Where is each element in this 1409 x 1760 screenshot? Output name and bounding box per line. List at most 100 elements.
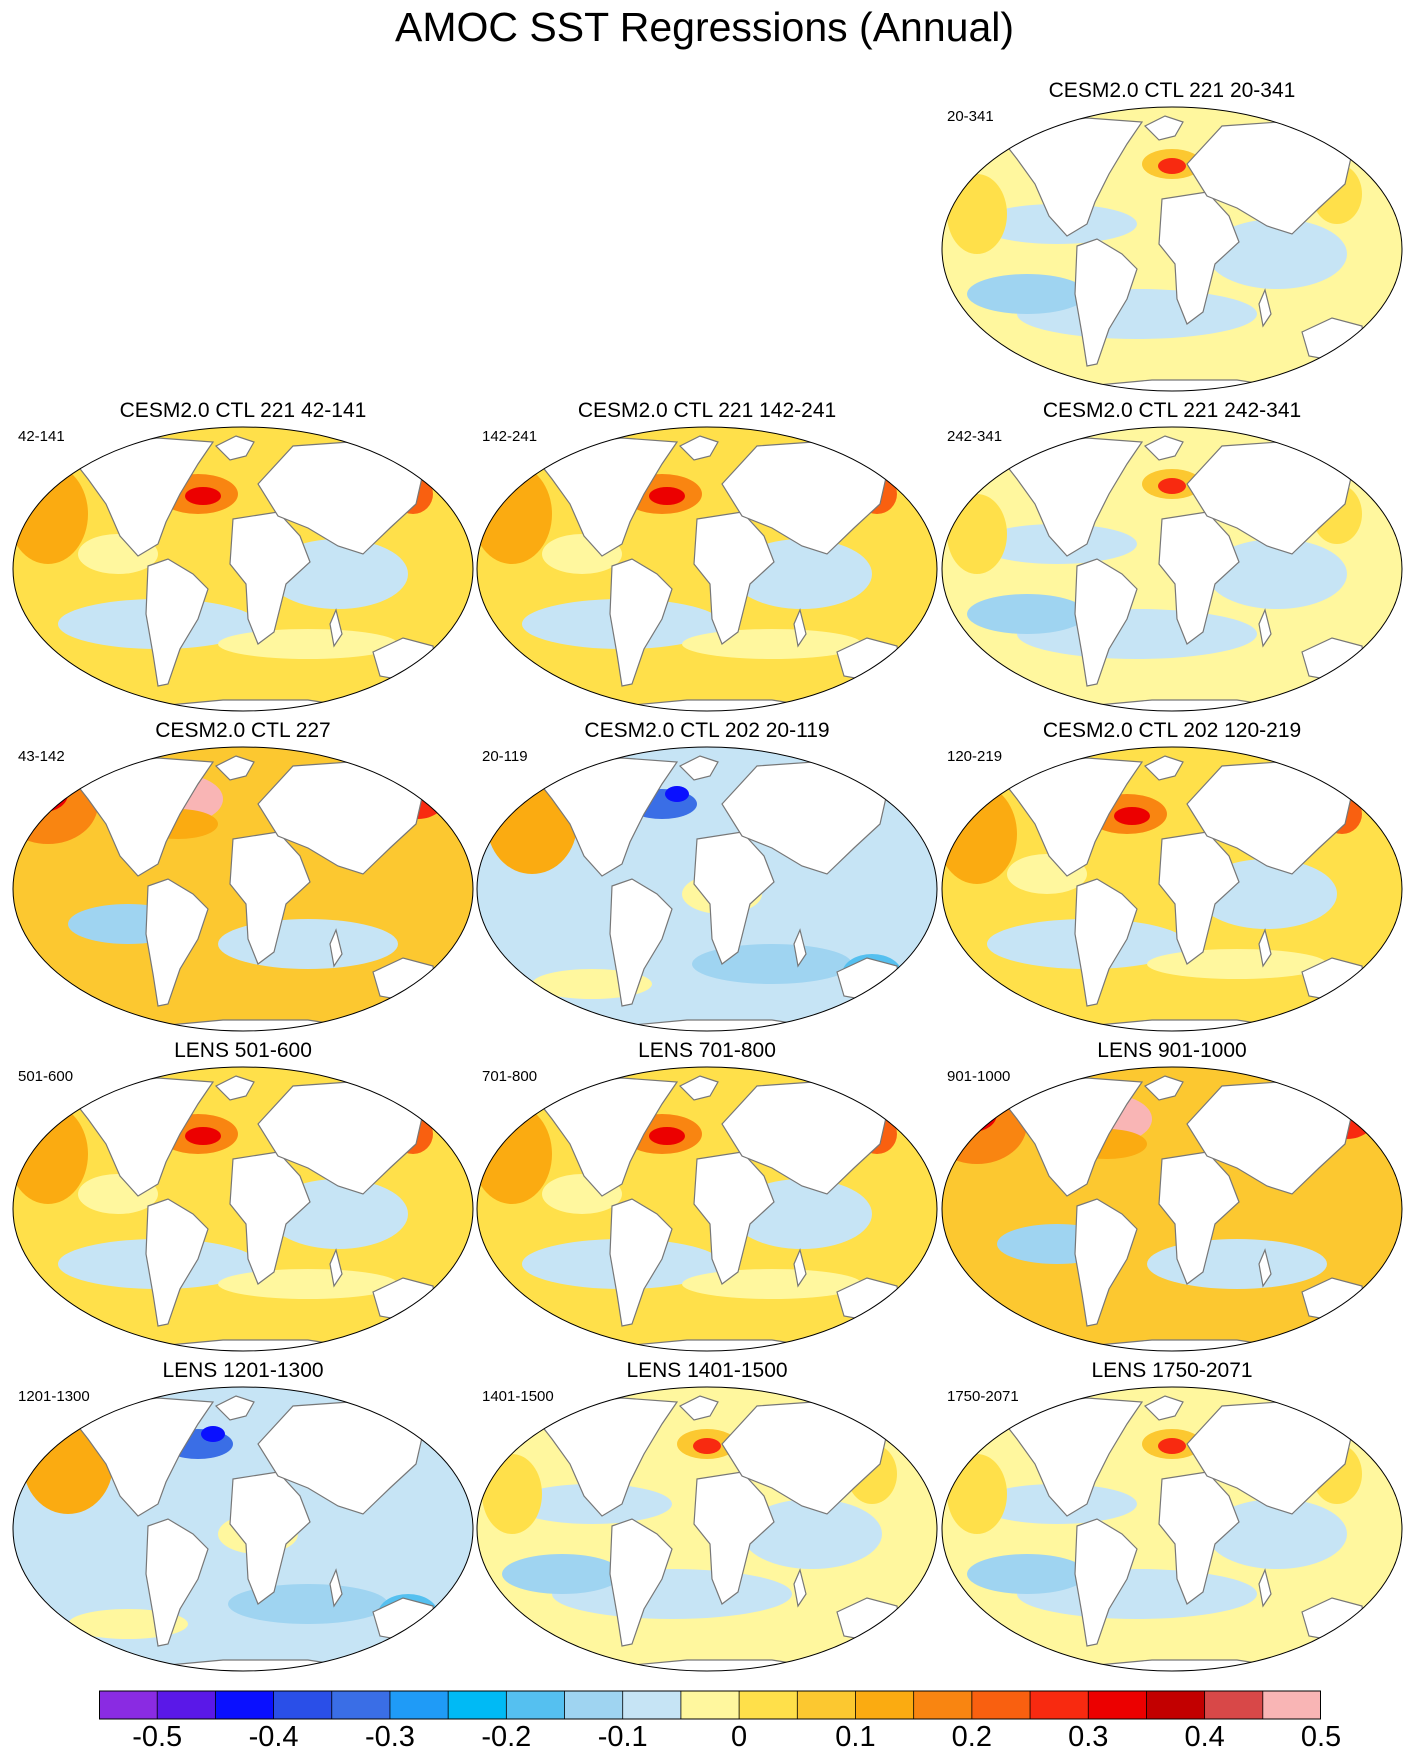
world-map [941,1066,1403,1352]
sst-anomaly-region [947,1454,1007,1534]
map-border [941,746,1403,1032]
sst-anomaly-region [477,464,552,564]
world-map [941,426,1403,712]
figure-title: AMOC SST Regressions (Annual) [394,4,1015,50]
landmass [1258,608,1272,648]
colorbar-swatch [273,1691,333,1719]
landmass [214,1075,255,1101]
map-panel: LENS 701-800 701-800 [472,1038,942,1358]
world-map [476,1066,938,1352]
landmass [1143,755,1184,781]
sst-anomaly-region [1147,1239,1327,1289]
landmass [678,755,719,781]
sst-anomaly-region [477,1104,552,1204]
landmass [1258,288,1272,328]
map-panel: LENS 1201-1300 1201-1300 [8,1358,478,1678]
map-panel: CESM2.0 CTL 221 42-141 42-141 [8,398,478,718]
colorbar-swatch [448,1691,507,1719]
sst-anomaly-region [201,1426,225,1442]
sst-anomaly-region [218,1269,398,1299]
world-map [12,1386,474,1672]
landmass [678,1075,719,1101]
colorbar-tick-label: -0.4 [248,1721,299,1753]
map-border [12,1066,474,1352]
map-panel: CESM2.0 CTL 221 142-241 142-241 [472,398,942,718]
landmass [69,437,215,557]
landmass [678,1395,719,1421]
landmass [1143,115,1184,141]
landmass [1074,1518,1138,1647]
colorbar-swatch [564,1691,624,1719]
sst-anomaly-region [967,594,1087,634]
panel-title: LENS 701-800 [638,1039,776,1062]
sst-anomaly-region [1207,539,1347,609]
sst-anomaly-region [13,464,88,564]
world-map [12,426,474,712]
colorbar-swatch [506,1691,566,1719]
landmass [533,1077,679,1197]
sst-anomaly-region [649,1127,685,1145]
panel-period-label: 43-142 [18,748,65,765]
world-map [476,746,938,1032]
colorbar-tick-label: -0.5 [132,1721,183,1753]
colorbar-tick-label: 0.2 [951,1721,992,1753]
panel-period-label: 120-219 [947,748,1003,765]
sst-anomaly-region [185,1127,221,1145]
landmass [609,1198,673,1327]
colorbar-swatch [99,1691,158,1719]
map-panel: CESM2.0 CTL 202 20-119 20-119 [472,718,942,1038]
map-panel: CESM2.0 CTL 202 120-219 120-219 [937,718,1407,1038]
sst-anomaly-region [967,274,1087,314]
landmass [214,755,255,781]
sst-anomaly-region [218,919,398,969]
landmass [533,437,679,557]
sst-anomaly-region [1158,478,1186,494]
panel-period-label: 142-241 [482,428,538,445]
landmass [1143,435,1184,461]
panel-period-label: 1201-1300 [18,1388,90,1405]
landmass [145,1518,209,1647]
sst-anomaly-region [682,1269,862,1299]
landmass [69,1397,215,1517]
panel-period-label: 1750-2071 [947,1388,1019,1405]
landmass [329,928,343,968]
landmass [329,1248,343,1288]
map-border [941,106,1403,392]
map-panel: LENS 501-600 501-600 [8,1038,478,1358]
world-map [941,1386,1403,1672]
panel-period-label: 501-600 [18,1068,74,1085]
landmass [145,558,209,687]
world-map [941,106,1403,392]
landmass [533,757,679,877]
landmass [1258,928,1272,968]
landmass [214,1395,255,1421]
landmass [329,608,343,648]
landmass [69,1077,215,1197]
landmass [793,928,807,968]
panel-title: LENS 501-600 [174,1039,312,1062]
sst-anomaly-region [1114,807,1150,825]
map-panel: LENS 1401-1500 1401-1500 [472,1358,942,1678]
sst-anomaly-region [502,1554,622,1594]
landmass [793,1248,807,1288]
sst-anomaly-region [665,786,689,802]
panel-title: CESM2.0 CTL 221 42-141 [119,399,367,422]
colorbar-swatch [971,1691,1031,1719]
landmass [793,608,807,648]
sst-anomaly-region [649,487,685,505]
landmass [533,1397,679,1517]
sst-anomaly-region [947,174,1007,254]
panel-title: CESM2.0 CTL 227 [155,719,331,742]
landmass [214,435,255,461]
map-panel: LENS 901-1000 901-1000 [937,1038,1407,1358]
landmass [1074,878,1138,1007]
panel-title: CESM2.0 CTL 221 242-341 [1042,399,1302,422]
sst-anomaly-region [1158,158,1186,174]
sst-anomaly-region [1207,219,1347,289]
colorbar-tick-label: -0.1 [597,1721,648,1753]
sst-anomaly-region [482,1454,542,1534]
sst-anomaly-region [13,1104,88,1204]
landmass [229,511,311,645]
panel-period-label: 42-141 [18,428,65,445]
landmass [1158,511,1240,645]
